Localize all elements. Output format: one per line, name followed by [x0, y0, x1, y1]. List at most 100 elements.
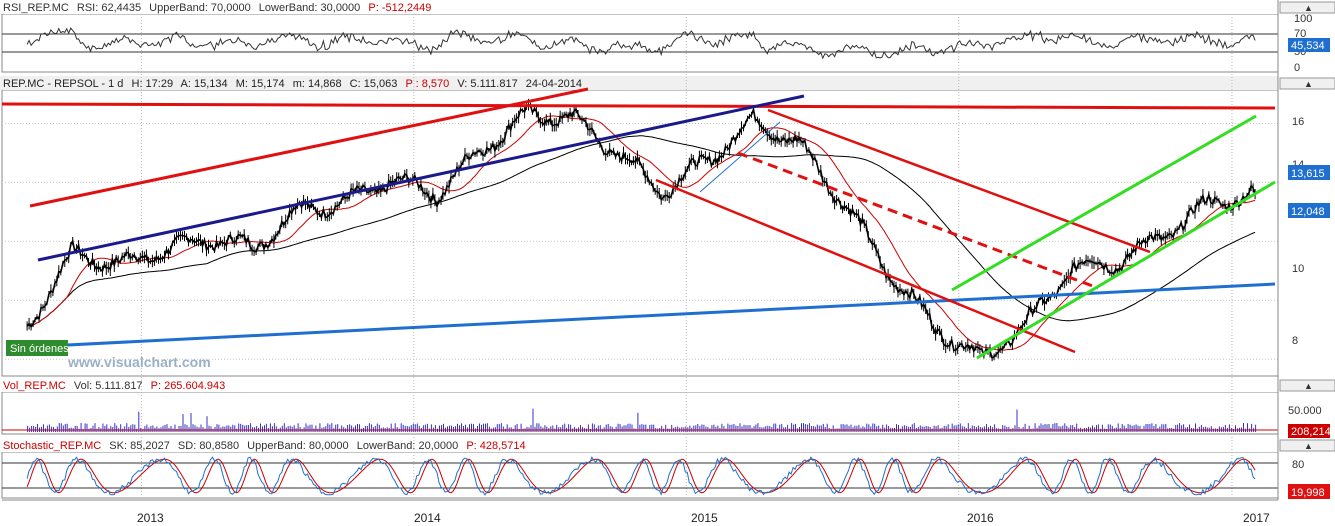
- volume-bar: [639, 424, 641, 432]
- volume-bar: [874, 423, 876, 432]
- volume-bar: [597, 425, 599, 432]
- volume-bar: [564, 423, 566, 432]
- volume-bar: [406, 426, 408, 432]
- volume-bar: [629, 423, 631, 432]
- stoch-sd-line: [26, 458, 1256, 494]
- volume-bar: [86, 423, 88, 432]
- volume-bar: [1109, 424, 1111, 432]
- volume-bar: [463, 426, 464, 432]
- rsi-axis: 100 70 50 0 45,534: [1288, 13, 1330, 74]
- volume-bar: [76, 425, 78, 432]
- volume-bar: [110, 426, 112, 432]
- price-tick-10: 10: [1292, 263, 1304, 275]
- rsi-tick-70: 70: [1294, 28, 1306, 40]
- volume-bar: [570, 424, 572, 432]
- volume-bar: [424, 424, 426, 432]
- volume-bar: [56, 426, 58, 432]
- volume-bar: [919, 425, 921, 432]
- volume-bar: [1131, 425, 1133, 432]
- volume-bar: [275, 426, 277, 432]
- volume-bar: [1016, 409, 1018, 432]
- volume-bar: [1135, 424, 1137, 432]
- ma-value-badge: [1288, 203, 1330, 218]
- volume-bar: [791, 423, 793, 432]
- volume-bars: [27, 408, 1257, 432]
- volume-bar: [311, 424, 313, 432]
- volume-scroll-up-button[interactable]: [1279, 379, 1335, 392]
- volume-bar: [130, 425, 132, 432]
- panel-controls[interactable]: ▲ ▲ ▲ ▲: [1279, 1, 1335, 452]
- volume-bar: [627, 423, 629, 432]
- volume-bar: [262, 426, 263, 432]
- volume-bar: [856, 425, 858, 432]
- volume-bar: [144, 426, 146, 432]
- rsi-line: [26, 27, 1256, 60]
- volume-bar: [376, 423, 378, 432]
- volume-bar: [230, 426, 232, 432]
- volume-bar: [228, 425, 230, 432]
- price-scroll-up-button[interactable]: [1279, 77, 1335, 90]
- price-v: V: 5.111.817: [457, 78, 517, 90]
- volume-bar: [138, 411, 140, 432]
- volume-bar: [514, 425, 516, 432]
- volume-bar: [359, 424, 360, 432]
- volume-bar: [1042, 424, 1044, 432]
- volume-bar: [814, 426, 816, 432]
- volume-bar: [58, 423, 60, 432]
- volume-bar: [1052, 423, 1054, 432]
- volume-bar: [238, 423, 240, 432]
- volume-bar: [132, 424, 134, 432]
- volume-bar: [534, 426, 536, 432]
- volume-bar: [775, 423, 777, 432]
- volume-bar: [1153, 425, 1155, 432]
- price-tick-16: 16: [1292, 116, 1304, 128]
- volume-bar: [1054, 423, 1056, 432]
- order-status-badge[interactable]: [6, 340, 68, 356]
- volume-bar: [271, 426, 273, 432]
- volume-bar: [1179, 423, 1181, 432]
- volume-bar: [1163, 424, 1165, 432]
- volume-bar: [414, 424, 416, 432]
- volume-bar: [703, 424, 705, 432]
- volume-bar: [810, 426, 812, 432]
- volume-bar: [325, 426, 327, 432]
- volume-bar: [854, 425, 856, 432]
- volume-bar: [888, 426, 890, 432]
- volume-bar: [953, 425, 955, 432]
- volume-bar: [546, 426, 548, 432]
- volume-header: Vol_REP.MC Vol: 5.111.817 P: 265.604.943: [3, 380, 225, 392]
- volume-bar: [947, 424, 949, 432]
- volume-bar: [315, 425, 317, 432]
- volume-bar: [1222, 426, 1224, 432]
- volume-bar: [192, 424, 194, 432]
- volume-bar: [194, 425, 196, 432]
- stoch-scroll-up-button[interactable]: [1279, 439, 1335, 452]
- volume-bar: [162, 425, 164, 432]
- volume-bar: [447, 426, 448, 432]
- volume-bar: [1018, 426, 1020, 432]
- volume-bar: [967, 423, 969, 432]
- volume-bar: [909, 426, 911, 432]
- volume-bar: [31, 425, 33, 432]
- volume-bar: [485, 423, 486, 432]
- volume-bar: [1064, 423, 1066, 432]
- volume-bar: [1175, 425, 1177, 432]
- volume-bar: [218, 424, 220, 432]
- volume-bar: [1247, 423, 1248, 432]
- volume-bar: [1040, 423, 1042, 432]
- volume-bar: [1014, 425, 1016, 432]
- volume-bar: [248, 425, 250, 432]
- volume-bar: [1024, 423, 1026, 432]
- volume-bar: [216, 424, 218, 432]
- volume-bar: [727, 423, 729, 432]
- volume-bar: [781, 423, 783, 432]
- rsi-scroll-up-button[interactable]: [1279, 1, 1335, 14]
- volume-tick-50000: 50.000: [1288, 405, 1322, 417]
- volume-bar: [661, 425, 663, 432]
- volume-bar: [43, 424, 44, 432]
- volume-bar: [1149, 423, 1151, 432]
- volume-bar: [214, 426, 216, 432]
- volume-bar: [1151, 423, 1153, 432]
- volume-bar: [544, 425, 546, 432]
- volume-bar: [593, 424, 595, 432]
